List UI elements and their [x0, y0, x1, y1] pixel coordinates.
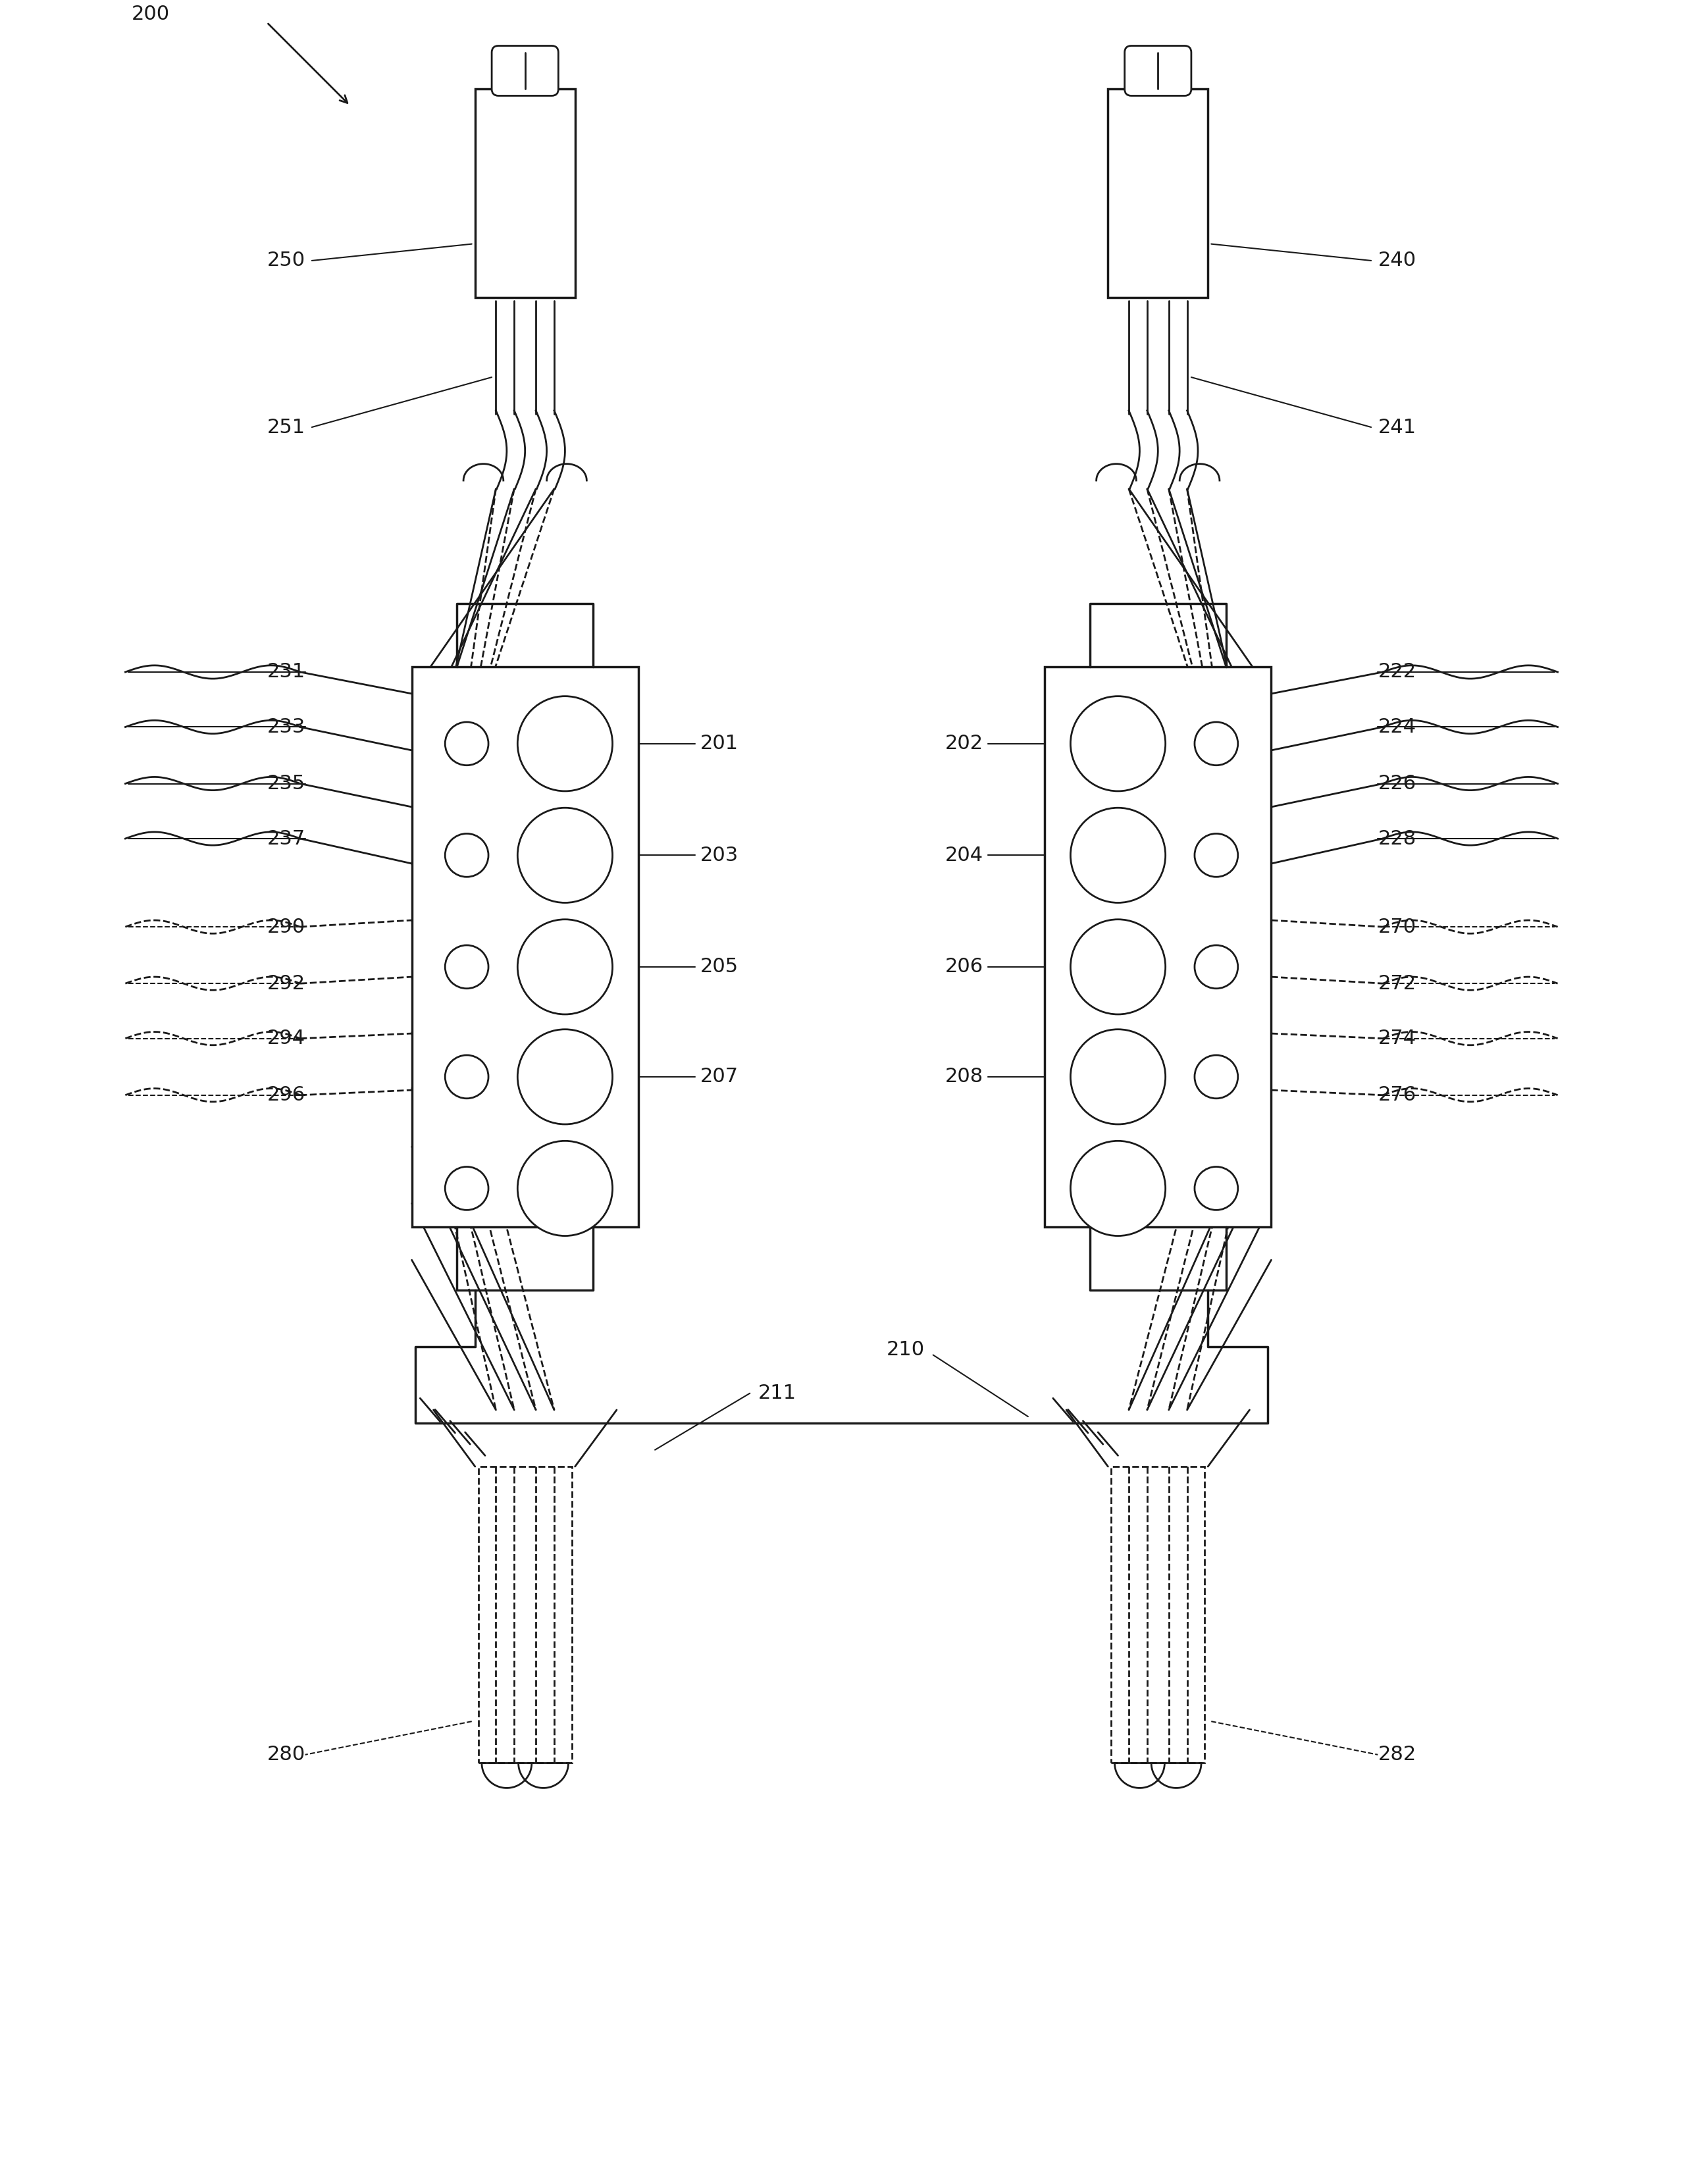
Circle shape [1070, 808, 1165, 902]
Text: 206: 206 [944, 957, 983, 976]
Text: 237: 237 [268, 830, 305, 847]
Text: 231: 231 [268, 662, 305, 681]
Text: 235: 235 [268, 773, 305, 793]
FancyBboxPatch shape [491, 46, 559, 96]
Circle shape [1070, 1029, 1165, 1125]
Text: 205: 205 [700, 957, 739, 976]
Bar [478, 1465, 572, 1762]
Text: 233: 233 [268, 719, 305, 736]
Circle shape [1070, 919, 1165, 1013]
Circle shape [444, 723, 488, 764]
Text: 270: 270 [1378, 917, 1415, 937]
Text: 251: 251 [268, 417, 305, 437]
FancyBboxPatch shape [1124, 46, 1192, 96]
Text: 240: 240 [1378, 251, 1415, 271]
Circle shape [518, 697, 613, 791]
Circle shape [1070, 1140, 1165, 1236]
Text: 200: 200 [131, 4, 170, 24]
Bar [1107, 90, 1208, 297]
Text: 296: 296 [268, 1085, 305, 1105]
Text: 211: 211 [759, 1385, 796, 1402]
Circle shape [1195, 834, 1239, 878]
Circle shape [444, 946, 488, 989]
Bar [412, 666, 638, 1227]
Text: 224: 224 [1378, 719, 1415, 736]
Text: 201: 201 [700, 734, 739, 753]
Text: 226: 226 [1378, 773, 1415, 793]
Circle shape [518, 1029, 613, 1125]
Bar [475, 90, 576, 297]
Text: 202: 202 [944, 734, 983, 753]
Circle shape [518, 1140, 613, 1236]
Circle shape [1195, 1166, 1239, 1210]
Text: 250: 250 [268, 251, 305, 271]
Circle shape [518, 808, 613, 902]
Circle shape [1070, 697, 1165, 791]
Text: 282: 282 [1378, 1745, 1415, 1765]
Bar [1111, 1465, 1205, 1762]
Text: 294: 294 [268, 1029, 305, 1048]
Circle shape [444, 834, 488, 878]
Text: 210: 210 [887, 1341, 924, 1358]
Text: 280: 280 [268, 1745, 305, 1765]
Circle shape [1195, 723, 1239, 764]
Text: 204: 204 [944, 845, 983, 865]
Circle shape [444, 1055, 488, 1099]
Text: 208: 208 [944, 1068, 983, 1085]
Circle shape [1195, 946, 1239, 989]
Text: 276: 276 [1378, 1085, 1415, 1105]
Circle shape [444, 1166, 488, 1210]
Bar [1045, 666, 1271, 1227]
Circle shape [518, 919, 613, 1013]
Text: 290: 290 [268, 917, 305, 937]
Circle shape [1195, 1055, 1239, 1099]
Text: 274: 274 [1378, 1029, 1415, 1048]
Text: 203: 203 [700, 845, 739, 865]
Text: 241: 241 [1378, 417, 1415, 437]
Text: 292: 292 [268, 974, 305, 994]
Text: 207: 207 [700, 1068, 739, 1085]
Text: 228: 228 [1378, 830, 1415, 847]
Text: 272: 272 [1378, 974, 1415, 994]
Text: 222: 222 [1378, 662, 1415, 681]
